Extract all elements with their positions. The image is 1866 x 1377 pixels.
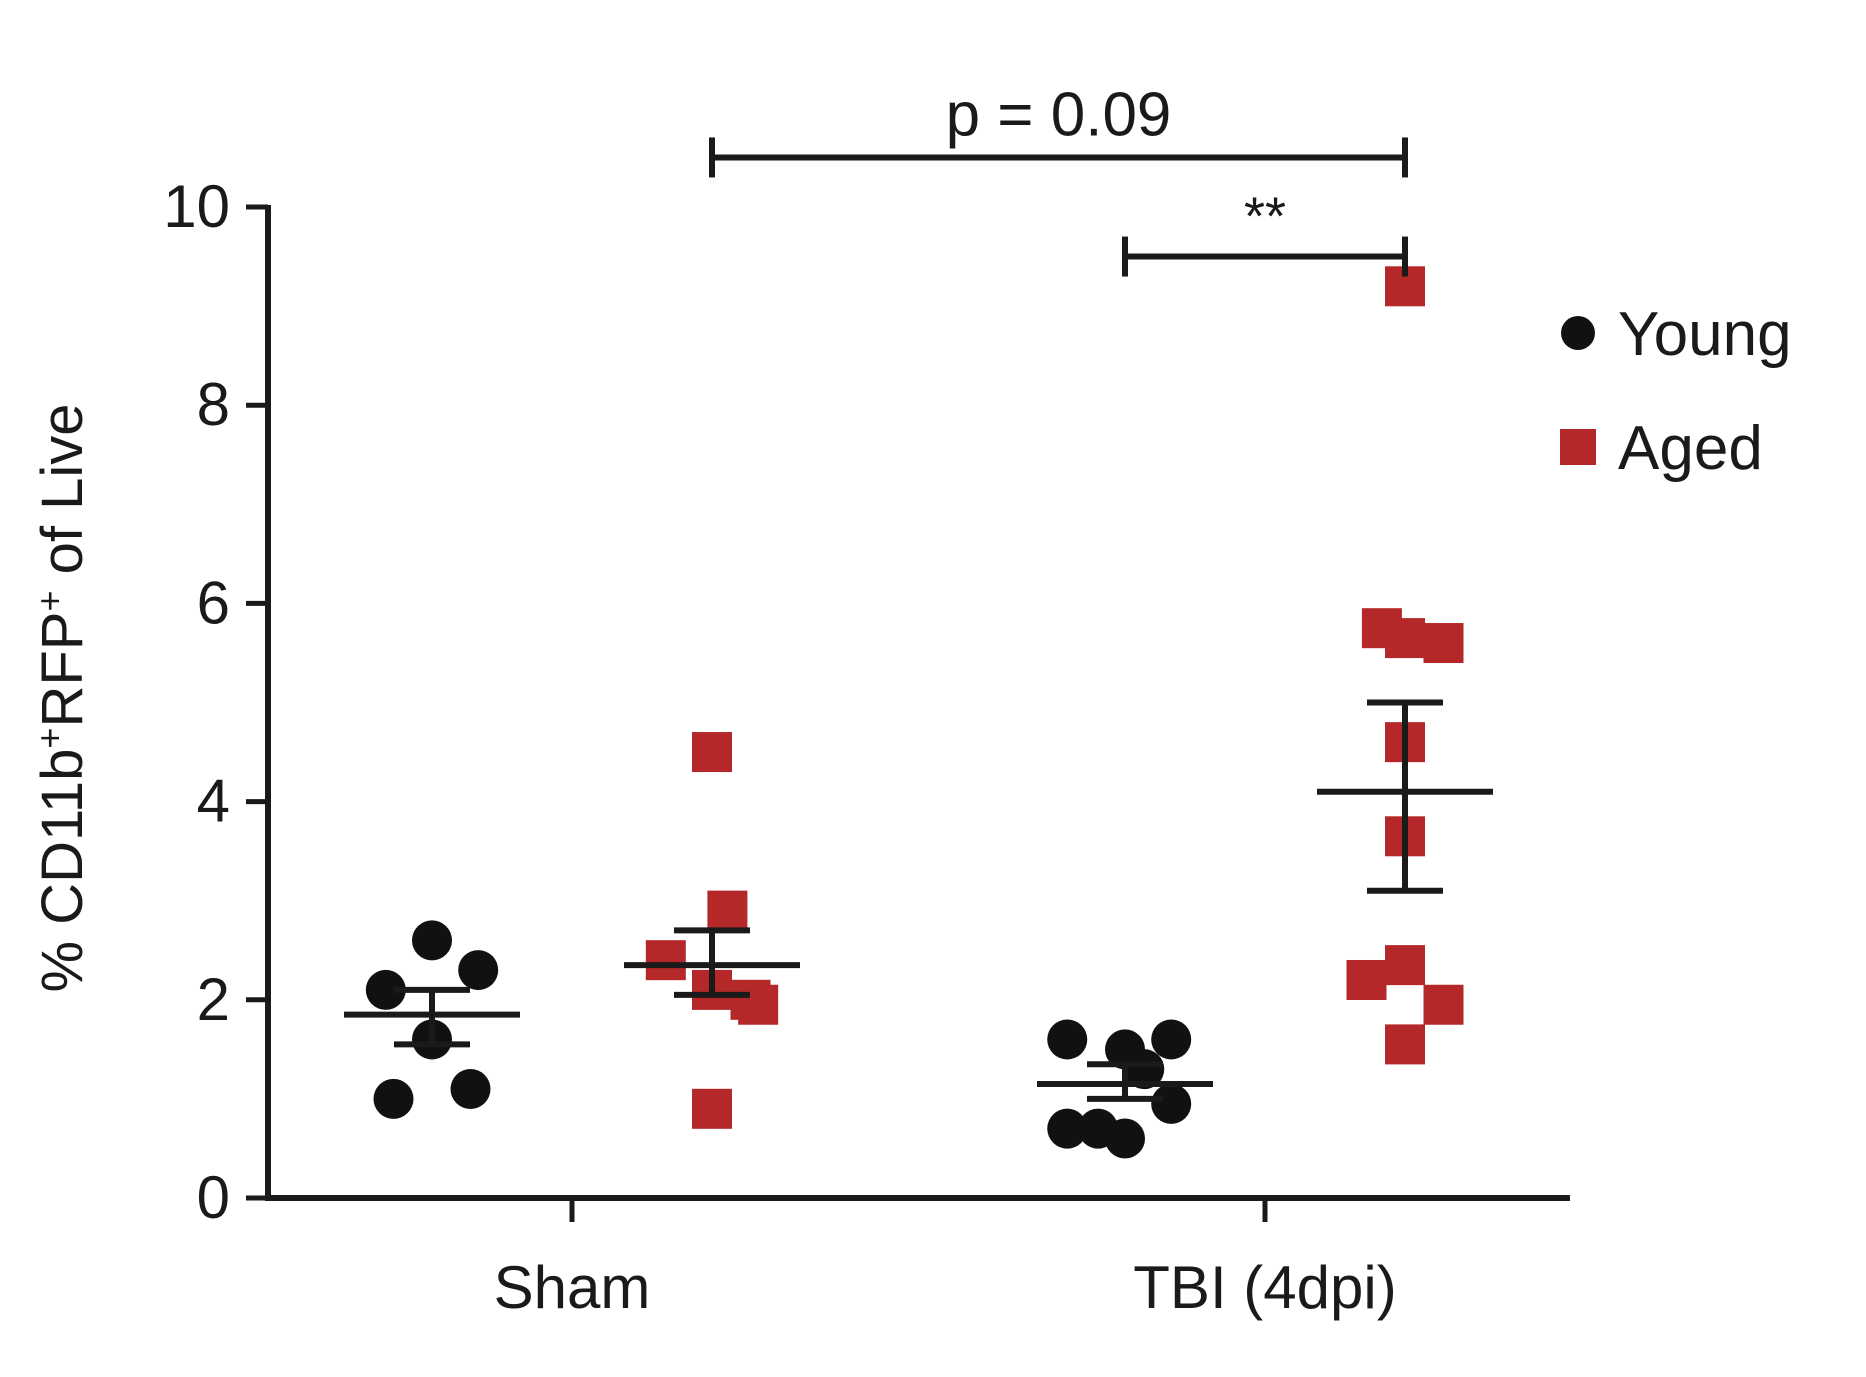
legend: Young Aged xyxy=(1560,300,1792,483)
y-tick-label: 10 xyxy=(163,173,230,240)
data-point-young xyxy=(1151,1019,1192,1060)
data-point-aged xyxy=(1346,959,1387,1000)
data-point-young xyxy=(1124,1049,1165,1090)
data-point-young xyxy=(458,950,499,991)
data-point-aged xyxy=(645,940,686,981)
data-point-aged xyxy=(1423,623,1464,664)
legend-label-young: Young xyxy=(1618,300,1792,369)
y-axis-label-suffix: of Live xyxy=(30,404,95,591)
data-point-young xyxy=(450,1068,491,1109)
data-point-aged xyxy=(1385,1024,1425,1065)
axes: 0 2 4 6 8 10 Sham TBI (4dpi) xyxy=(163,173,1570,1321)
legend-marker-young xyxy=(1561,316,1595,350)
data-point-young xyxy=(1047,1019,1088,1060)
data-point-aged xyxy=(738,984,779,1025)
data-point-young xyxy=(412,920,452,961)
data-marks xyxy=(344,266,1493,1159)
legend-marker-aged xyxy=(1560,429,1596,465)
y-axis-label-sup1: + xyxy=(29,728,70,749)
y-axis-label: % CD11b+RFP+ of Live xyxy=(29,404,95,993)
data-point-aged xyxy=(1385,945,1425,986)
data-point-young xyxy=(373,1078,414,1119)
x-tick-label: Sham xyxy=(494,1254,651,1321)
data-point-young xyxy=(365,969,406,1010)
significance-annotations: p = 0.09 ** xyxy=(709,80,1408,277)
data-point-young xyxy=(1047,1108,1088,1149)
y-axis-label-prefix: % CD11b xyxy=(30,749,95,993)
y-tick-label: 2 xyxy=(197,966,230,1033)
data-point-aged xyxy=(692,732,732,773)
data-point-aged xyxy=(1385,618,1425,659)
y-axis-label-middle: RFP xyxy=(30,612,95,728)
significance-label-stars: ** xyxy=(1244,187,1286,247)
data-point-aged xyxy=(707,890,748,931)
x-tick-label: TBI (4dpi) xyxy=(1133,1254,1396,1321)
data-point-young xyxy=(1151,1083,1192,1124)
significance-label-p: p = 0.09 xyxy=(946,80,1172,149)
y-tick-label: 6 xyxy=(197,569,230,636)
y-tick-label: 4 xyxy=(197,768,230,835)
y-tick-label: 0 xyxy=(197,1164,230,1231)
y-tick-label: 8 xyxy=(197,371,230,438)
data-point-young xyxy=(1105,1118,1145,1159)
data-point-aged xyxy=(1423,984,1464,1025)
y-axis-label-sup2: + xyxy=(29,591,70,612)
legend-label-aged: Aged xyxy=(1618,414,1763,483)
data-point-aged xyxy=(692,1088,732,1129)
